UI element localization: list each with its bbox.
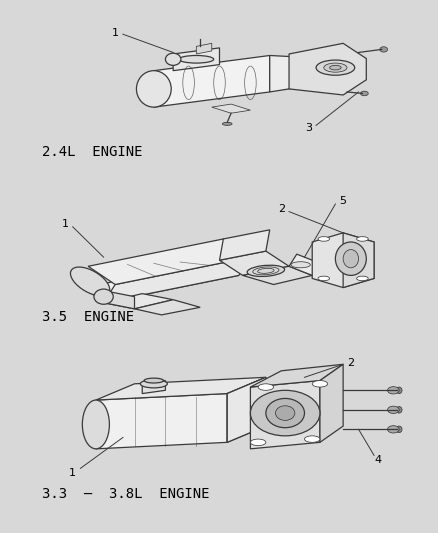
Polygon shape: [343, 233, 373, 288]
Ellipse shape: [387, 386, 398, 394]
Ellipse shape: [94, 289, 113, 304]
Polygon shape: [219, 230, 269, 260]
Polygon shape: [88, 239, 250, 285]
Polygon shape: [142, 381, 165, 393]
Polygon shape: [153, 55, 269, 107]
Ellipse shape: [396, 407, 401, 413]
Polygon shape: [227, 377, 265, 442]
Circle shape: [317, 276, 329, 281]
Polygon shape: [242, 266, 311, 285]
Polygon shape: [288, 254, 319, 276]
Polygon shape: [196, 43, 211, 54]
Circle shape: [329, 66, 340, 70]
Circle shape: [258, 384, 273, 390]
Polygon shape: [227, 377, 265, 442]
Ellipse shape: [323, 63, 346, 72]
Ellipse shape: [222, 122, 232, 125]
Polygon shape: [95, 377, 265, 400]
Text: 5: 5: [339, 196, 346, 206]
Polygon shape: [103, 257, 250, 303]
Polygon shape: [211, 104, 250, 113]
Polygon shape: [84, 260, 238, 303]
Ellipse shape: [70, 267, 110, 296]
Ellipse shape: [387, 406, 398, 414]
Circle shape: [311, 381, 327, 387]
Polygon shape: [173, 48, 219, 71]
Ellipse shape: [250, 390, 319, 436]
Ellipse shape: [144, 378, 163, 383]
Ellipse shape: [247, 265, 284, 277]
Ellipse shape: [360, 91, 367, 96]
Ellipse shape: [396, 426, 401, 433]
Polygon shape: [219, 251, 288, 276]
Circle shape: [304, 436, 319, 442]
Ellipse shape: [136, 71, 171, 107]
Text: 3: 3: [304, 124, 311, 133]
Text: 1: 1: [111, 28, 118, 38]
Ellipse shape: [265, 399, 304, 427]
Ellipse shape: [179, 55, 213, 63]
Text: 1: 1: [61, 219, 68, 229]
Text: 3.3  –  3.8L  ENGINE: 3.3 – 3.8L ENGINE: [42, 487, 209, 501]
Text: 1: 1: [69, 468, 76, 478]
Circle shape: [250, 439, 265, 446]
Polygon shape: [288, 43, 365, 95]
Text: 2: 2: [277, 204, 284, 214]
Polygon shape: [95, 393, 227, 449]
Text: 2: 2: [346, 358, 353, 368]
Ellipse shape: [396, 387, 401, 393]
Ellipse shape: [315, 60, 354, 75]
Polygon shape: [250, 381, 319, 449]
Polygon shape: [103, 290, 134, 309]
Ellipse shape: [343, 249, 358, 268]
Polygon shape: [319, 365, 343, 442]
Ellipse shape: [335, 242, 365, 276]
Ellipse shape: [379, 47, 387, 52]
Circle shape: [317, 237, 329, 241]
Ellipse shape: [290, 262, 310, 268]
Text: 4: 4: [374, 455, 381, 465]
Text: 2.4L  ENGINE: 2.4L ENGINE: [42, 145, 142, 159]
Circle shape: [356, 237, 367, 241]
Polygon shape: [103, 294, 173, 309]
Ellipse shape: [275, 406, 294, 421]
Ellipse shape: [165, 53, 180, 66]
Ellipse shape: [82, 400, 109, 449]
Circle shape: [356, 276, 367, 281]
Polygon shape: [134, 300, 200, 315]
Polygon shape: [250, 365, 343, 387]
Ellipse shape: [140, 379, 167, 388]
Polygon shape: [311, 233, 373, 288]
Ellipse shape: [387, 426, 398, 433]
Text: 3.5  ENGINE: 3.5 ENGINE: [42, 310, 134, 324]
Ellipse shape: [311, 57, 343, 84]
Polygon shape: [269, 55, 327, 92]
